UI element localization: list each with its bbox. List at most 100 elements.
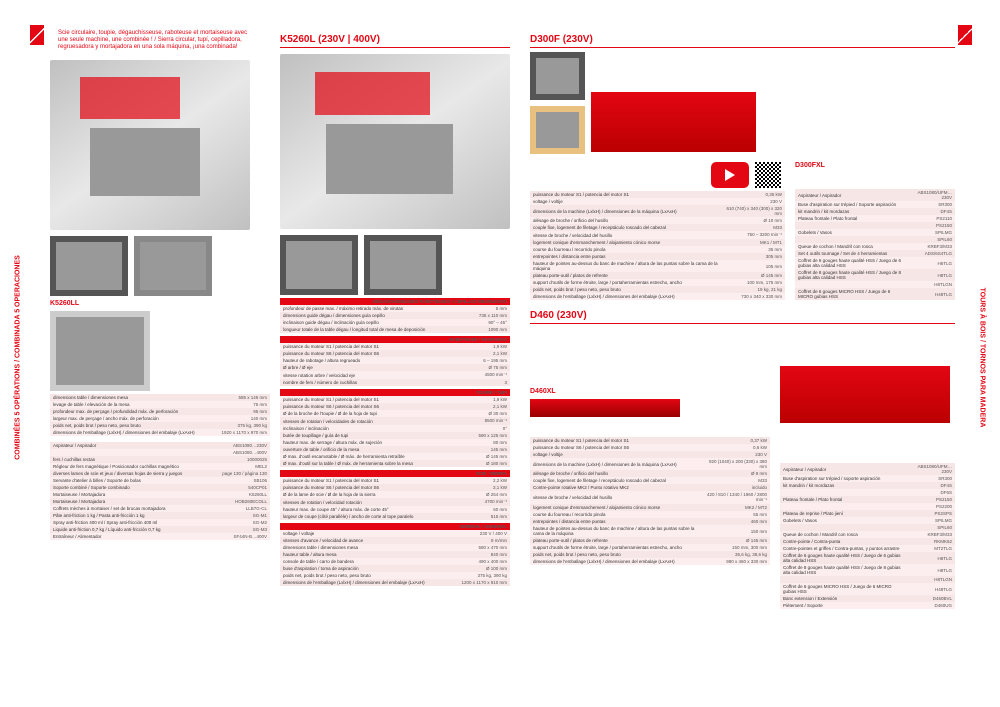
spec-row: ABS1080…400V [50, 449, 270, 456]
spec-row: Coffrets mèches à mortaiser / set de bro… [50, 505, 270, 512]
k5260l-thumbnails-2 [280, 235, 510, 295]
d460-extension-image [530, 399, 680, 417]
d460-main-image [780, 328, 950, 423]
spec-row: support d'outils de forme étroite, large… [530, 544, 770, 551]
spec-row: Pâte anti-friction 1 kg / Pasta anti-fri… [50, 512, 270, 519]
spec-row: course du fourreau / recorrido pinola55 … [530, 511, 770, 518]
spec-row: alésage de broche / orificio del husillo… [530, 470, 770, 477]
spec-section: RABOTEUSE / REGRUESOpuissance du moteur … [280, 336, 510, 386]
spec-section: SCIE / SIERRApuissance du moteur S1 / po… [280, 470, 510, 520]
spec-row: Aspirateur / AspiradorABS1080/UFM…230V [780, 463, 955, 475]
spec-row: poids net, poids brut / peso neto, peso … [50, 422, 270, 429]
spec-row: dimensions de l'emballage (LxlxH) / dime… [50, 429, 270, 436]
spec-row: fers / cuchillas rectas10000025 [50, 456, 270, 463]
k5260l-top-specs: dimensions table / dimensiones mesa585 x… [50, 394, 270, 436]
spec-row: Coffret de 6 gouges MICRO HSS / Juego de… [795, 288, 955, 300]
spec-row: dimensions de la machine (LxlxH) / dimen… [530, 205, 785, 217]
d460-specs: puissance du moteur S1 / potencia del mo… [530, 437, 770, 565]
spec-row: profondeur max. de perçage / profundidad… [50, 408, 270, 415]
spec-row: poids net, poids brut / peso neto, peso … [530, 286, 785, 293]
spec-row: diverses lames de scie et jeux / diversa… [50, 470, 270, 477]
spec-row: Coffret de 6 gouges haute qualité HSS / … [780, 552, 955, 564]
spec-row: Plateau frontale / Plato frontalPS2150 [780, 496, 955, 503]
spec-row: Plateau frontale / Plato frontalPS2110 [795, 215, 955, 222]
spec-row: largeur max. de perçage / ancho máx. de … [50, 415, 270, 422]
d300f-title: D300F (230V) [530, 34, 955, 48]
spec-row: kit mandrin / kit mordazasDF4S [780, 482, 955, 489]
spec-row: SPIL60 [795, 236, 955, 243]
spec-row: SPIL60 [780, 524, 955, 531]
d300f-thumb-2 [530, 106, 585, 154]
spec-row: support d'outils de forme étroite, large… [530, 279, 785, 286]
spec-row: vitesse de broche / velocidad del husill… [530, 231, 785, 239]
spec-row: Spray anti-friction 400 ml / Spray anti-… [50, 519, 270, 526]
spec-row: Liquide anti-friction 0,7 kg / Líquido a… [50, 526, 270, 533]
video-play-icon[interactable] [711, 162, 749, 188]
spec-row: DF6S [780, 489, 955, 496]
spec-row: puissance du moteur S1 / potencia del mo… [530, 437, 770, 444]
spec-section: TOUPIE / TUPIpuissance du moteur S1 / po… [280, 389, 510, 467]
spec-row: Queue de cochon / Mandril con roscaKRBF3… [795, 243, 955, 250]
thumb-3 [280, 235, 358, 295]
spec-row: dimensions de la machine (LxlxH) / dimen… [530, 458, 770, 470]
spec-row: Buse d'aspiration sur trépied / Soporte … [795, 201, 955, 208]
thumb-1 [50, 236, 128, 296]
spec-row: Coffret de 8 gouges haute qualité HSS / … [780, 564, 955, 576]
spec-row: Entraîneur / AlimentadorSF44N-B…400V [50, 533, 270, 540]
d300f-thumb-1 [530, 52, 585, 100]
spec-row: puissance du moteur S1 / potencia del mo… [530, 191, 785, 198]
spec-row: Gobelets / VasosSPILMG [780, 517, 955, 524]
spec-row: entrepointes / distancia entre puntas305… [530, 253, 785, 260]
spec-row: Banc extension / ExtensiónD460BVL [780, 595, 955, 602]
spec-row: plateau porte-outil / platos de refrente… [530, 272, 785, 279]
spec-row: Contre-pointe rotative MK2 / Punto rotat… [530, 484, 770, 491]
spec-row: Mortaiseuse / MortajadoraHOB260ECOLL [50, 498, 270, 505]
spec-row: Servante d'atelier à billes / Soporte de… [50, 477, 270, 484]
d300f-main-image [591, 52, 756, 152]
spec-row: Soporte combiné / Soporte combinado540CP… [50, 484, 270, 491]
spec-row: course du fourreau / recorrido pinola35 … [530, 246, 785, 253]
k5260ll-image [50, 311, 150, 391]
spec-section: GÉNÉRAL / GENERALvoltage / voltaje230 V … [280, 523, 510, 586]
k5260l-accessories: Aspirateur / AspiradorABS1080…230VABS108… [50, 442, 270, 540]
k5260l-title: K5260L (230V | 400V) [280, 34, 510, 48]
spec-row: Buse d'aspiration sur trépied / soporte … [780, 475, 955, 482]
spec-row: PS2200 [780, 503, 955, 510]
k5260ll-subcode: K5260LL [50, 300, 270, 307]
spec-row: plateau porte-outil / platos de refrente… [530, 537, 770, 544]
thumb-4 [364, 235, 442, 295]
spec-row: voltage / voltije230 V [530, 198, 785, 205]
spec-row: hauteur de pointes au-dessus du banc de … [530, 525, 770, 537]
spec-row: Queue de cochon / Mandril con roscaKRBF3… [780, 531, 955, 538]
k5260l-thumbnails [50, 236, 270, 296]
spec-row: PS2150 [795, 222, 955, 229]
spec-row: hauteur de pointes au-dessus du banc de … [530, 260, 785, 272]
spec-row: Contre-pointe / Contra-puntaRKMK62 [780, 538, 955, 545]
spec-section: DÉGAUCHISSEUSES RABOTEUSES / CEPILLOS RE… [280, 298, 510, 333]
spec-row: Coffret de 6 gouges haute qualité HSS / … [795, 257, 955, 269]
spec-row: Set 4 outils tournage / Set de 4 herrami… [795, 250, 955, 257]
spec-row: couple fixe, logement de filetage / rece… [530, 477, 770, 484]
spec-row: H8TLGN [795, 281, 955, 288]
spec-row: Coffret de 8 gouges haute qualité HSS / … [795, 269, 955, 281]
spec-row: dimensions de l'emballage (LxlxH) / dime… [530, 293, 785, 300]
spec-row: Mortaiseuse / MortajadoraK5260LL [50, 491, 270, 498]
spec-row: Piètement / SoporteD460UG [780, 602, 955, 609]
spec-row: Contre-pointes et griffes / Contra-punta… [780, 545, 955, 552]
d300f-specs: puissance du moteur S1 / potencia del mo… [530, 191, 785, 300]
spec-row: couple fixe, logement de filetage / rece… [530, 224, 785, 231]
spec-row: puissance du moteur S6 / potencia del mo… [530, 444, 770, 451]
spec-row: H8TLGN [780, 576, 955, 583]
spec-row: Aspirateur / AspiradorABS1080…230V [50, 442, 270, 449]
spec-row: Plateau de reprise / Plato jieníPS2SPS [780, 510, 955, 517]
spec-row: Gobelets / VasosSPILMG [795, 229, 955, 236]
spec-row: Aspirateur / AspiradorABS1080/UFM…230V [795, 189, 955, 201]
spec-row: voltage / voltije230 V [530, 451, 770, 458]
qr-code [755, 162, 781, 188]
spec-row: dimensions de l'emballage (LxlxH) / dime… [530, 558, 770, 565]
d300fxl-subcode: D300FXL [795, 162, 955, 169]
spec-row: alésage de broche / orificio del husillo… [530, 217, 785, 224]
spec-row: poids net, poids brut / peso neto, peso … [530, 551, 770, 558]
spec-row: kit mandrin / kit mordazasDF4S [795, 208, 955, 215]
spec-row: logement conique d'emmanchement / alojam… [530, 504, 770, 511]
